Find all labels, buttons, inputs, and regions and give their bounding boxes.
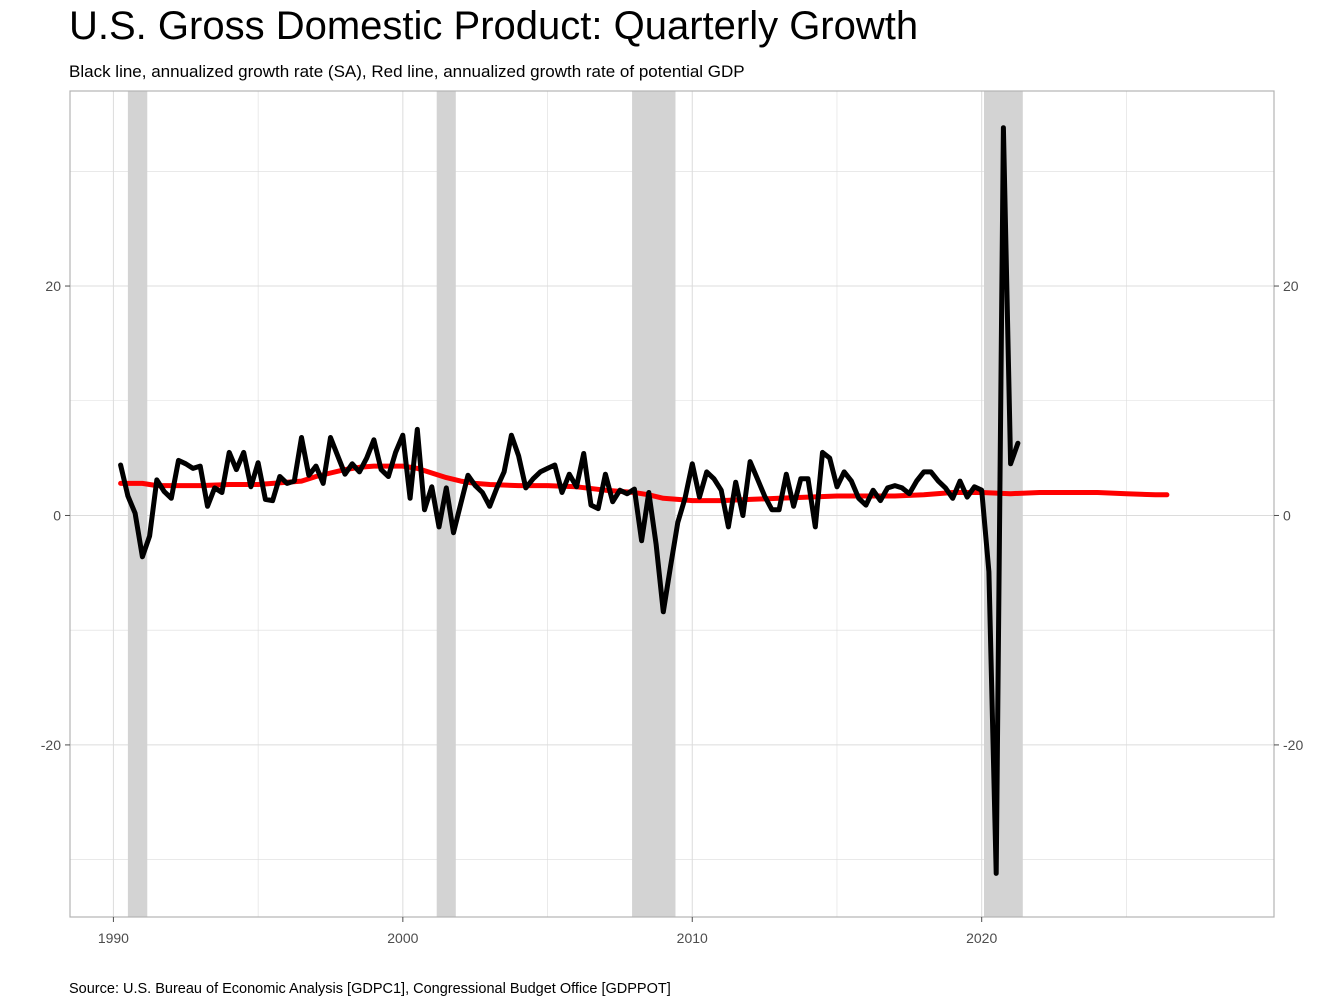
gdp-growth-line xyxy=(118,125,1021,876)
recession-band xyxy=(436,91,456,917)
y-tick-label-right: -20 xyxy=(1283,737,1303,753)
y-tick-label-left: 20 xyxy=(45,278,61,294)
y-tick-label-right: 0 xyxy=(1283,507,1291,523)
chart-title: U.S. Gross Domestic Product: Quarterly G… xyxy=(69,4,919,48)
y-tick-label-right: 20 xyxy=(1283,278,1299,294)
y-tick-label-left: -20 xyxy=(41,737,61,753)
chart-subtitle: Black line, annualized growth rate (SA),… xyxy=(69,62,745,81)
source-caption: Source: U.S. Bureau of Economic Analysis… xyxy=(69,981,671,997)
x-tick-label: 2020 xyxy=(966,930,997,946)
x-tick-label: 2010 xyxy=(677,930,708,946)
recession-band xyxy=(127,91,148,917)
y-tick-label-left: 0 xyxy=(53,507,61,523)
x-tick-label: 2000 xyxy=(387,930,418,946)
recession-band xyxy=(632,91,676,917)
panel-border xyxy=(69,90,1275,918)
x-tick-label: 1990 xyxy=(98,930,129,946)
